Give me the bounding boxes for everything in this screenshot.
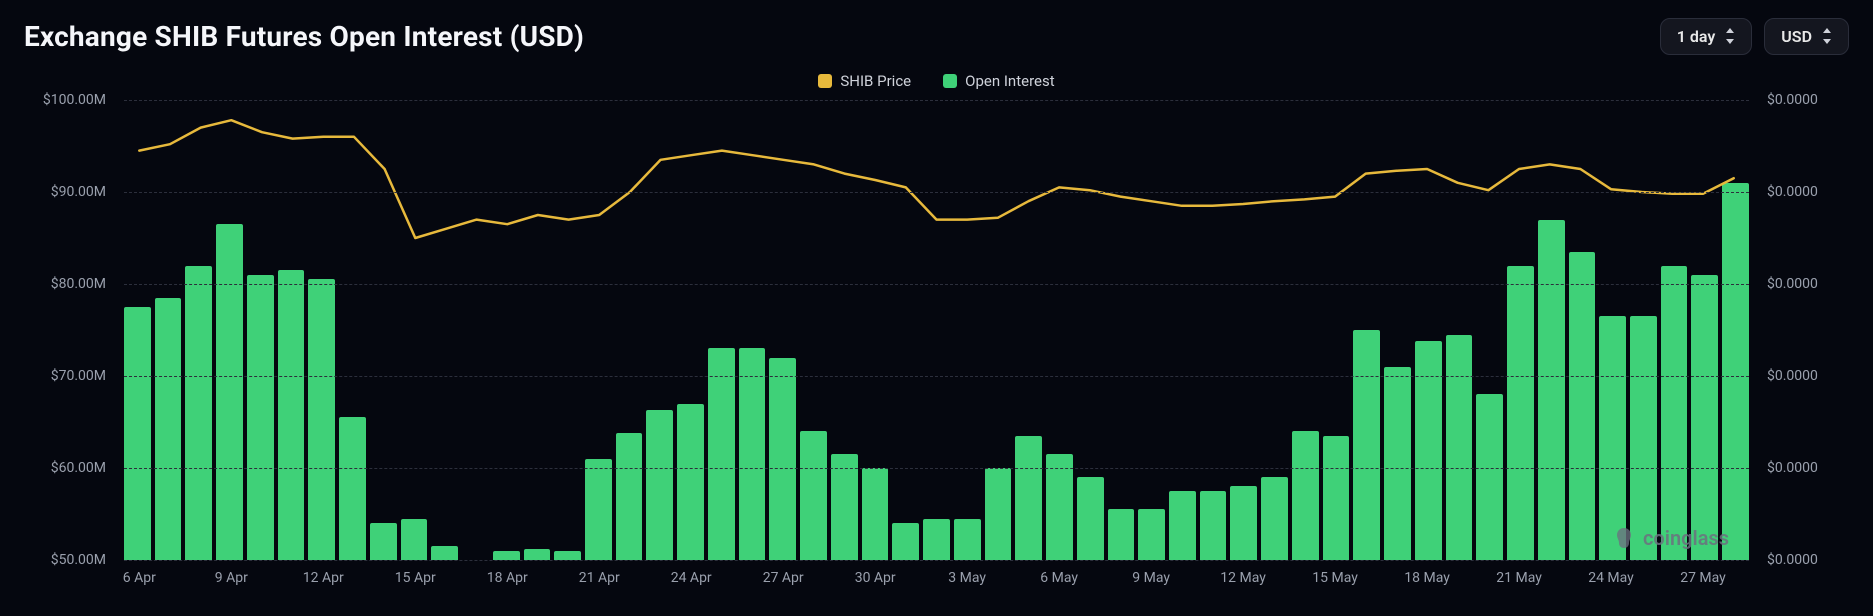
x-label: 24 Apr: [671, 570, 712, 586]
header: Exchange SHIB Futures Open Interest (USD…: [24, 12, 1849, 60]
x-label: 6 Apr: [123, 570, 156, 586]
x-label: 18 May: [1404, 570, 1450, 586]
grid-line: [124, 560, 1749, 561]
y-axis-right: $0.0000$0.0000$0.0000$0.0000$0.0000$0.00…: [1759, 100, 1849, 600]
x-label: 27 Apr: [763, 570, 804, 586]
x-label: 12 May: [1220, 570, 1266, 586]
grid-line: [124, 468, 1749, 469]
price-line-layer: [124, 100, 1749, 560]
grid-line: [124, 284, 1749, 285]
y-right-label: $0.0000: [1767, 460, 1818, 476]
controls: 1 day USD: [1660, 18, 1849, 55]
interval-dropdown[interactable]: 1 day: [1660, 18, 1753, 55]
y-left-label: $90.00M: [51, 184, 106, 200]
y-right-label: $0.0000: [1767, 276, 1818, 292]
legend-swatch-price: [818, 74, 832, 88]
x-label: 9 May: [1132, 570, 1170, 586]
chart-container: Exchange SHIB Futures Open Interest (USD…: [0, 0, 1873, 616]
y-left-label: $80.00M: [51, 276, 106, 292]
x-label: 21 Apr: [579, 570, 620, 586]
x-label: 12 Apr: [303, 570, 344, 586]
grid-line: [124, 100, 1749, 101]
y-right-label: $0.0000: [1767, 368, 1818, 384]
x-label: 15 Apr: [395, 570, 436, 586]
y-left-label: $100.00M: [43, 92, 106, 108]
y-left-label: $70.00M: [51, 368, 106, 384]
x-axis: 6 Apr 9 Apr 12 Apr 15 Apr 18 Apr 21 Apr 24 Apr…: [124, 564, 1749, 600]
x-label: 24 May: [1588, 570, 1634, 586]
legend: SHIB Price Open Interest: [24, 66, 1849, 96]
currency-label: USD: [1781, 27, 1812, 46]
x-label: 9 Apr: [215, 570, 248, 586]
legend-item-price[interactable]: SHIB Price: [818, 72, 911, 90]
legend-label-oi: Open Interest: [965, 72, 1054, 90]
price-line: [139, 120, 1733, 238]
sort-icon: [1725, 28, 1735, 44]
x-label: 18 Apr: [487, 570, 528, 586]
y-right-label: $0.0000: [1767, 552, 1818, 568]
y-left-label: $60.00M: [51, 460, 106, 476]
x-label: 30 Apr: [855, 570, 896, 586]
x-label: 3 May: [948, 570, 986, 586]
plot-area: [124, 100, 1749, 560]
grid-line: [124, 376, 1749, 377]
grid-line: [124, 192, 1749, 193]
legend-swatch-oi: [943, 74, 957, 88]
x-label: 6 May: [1040, 570, 1078, 586]
currency-dropdown[interactable]: USD: [1764, 18, 1849, 55]
y-left-label: $50.00M: [51, 552, 106, 568]
interval-label: 1 day: [1677, 27, 1716, 46]
y-right-label: $0.0000: [1767, 92, 1818, 108]
y-right-label: $0.0000: [1767, 184, 1818, 200]
chart-area: $50.00M$60.00M$70.00M$80.00M$90.00M$100.…: [24, 100, 1849, 600]
x-label: 27 May: [1680, 570, 1726, 586]
x-label: 15 May: [1312, 570, 1358, 586]
legend-label-price: SHIB Price: [840, 72, 911, 90]
y-axis-left: $50.00M$60.00M$70.00M$80.00M$90.00M$100.…: [24, 100, 114, 600]
sort-icon: [1822, 28, 1832, 44]
x-label: 21 May: [1496, 570, 1542, 586]
legend-item-oi[interactable]: Open Interest: [943, 72, 1054, 90]
page-title: Exchange SHIB Futures Open Interest (USD…: [24, 20, 584, 53]
